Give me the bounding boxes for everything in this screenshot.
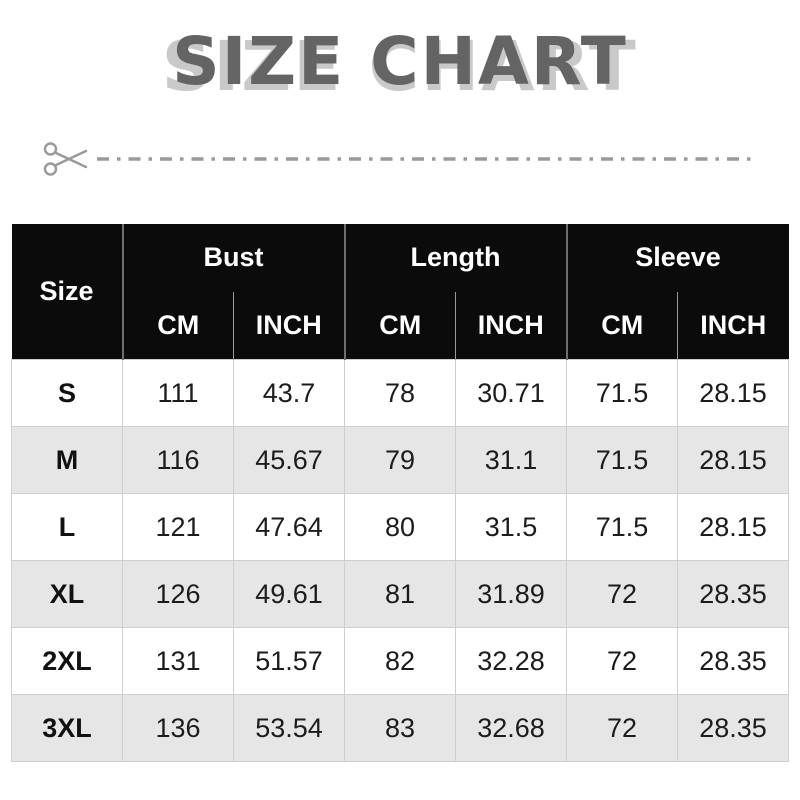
length-inch-cell: 31.5 xyxy=(455,493,567,562)
header-bust-inch: INCH xyxy=(233,291,346,360)
header-group-row: Size Bust Length Sleeve xyxy=(11,223,789,360)
page-title-text: SIZE CHART xyxy=(172,23,628,100)
bust-inch-cell: 51.57 xyxy=(233,627,345,696)
table-row-3xl: 3XL 136 53.54 83 32.68 72 28.35 xyxy=(11,694,789,763)
size-table-body: S 111 43.7 78 30.71 71.5 28.15 M 116 45.… xyxy=(11,359,789,763)
table-row-l: L 121 47.64 80 31.5 71.5 28.15 xyxy=(11,493,789,562)
header-size: Size xyxy=(11,223,124,360)
page-title: SIZE CHART SIZE CHART xyxy=(162,23,636,107)
header-group-bust: Bust xyxy=(122,223,346,292)
size-table: Size Bust Length Sleeve CM INCH CM INCH … xyxy=(11,223,789,763)
header-sleeve-cm: CM xyxy=(566,291,678,360)
length-inch-cell: 32.28 xyxy=(455,627,567,696)
table-row-xl: XL 126 49.61 81 31.89 72 28.35 xyxy=(11,560,789,629)
bust-cm-cell: 121 xyxy=(122,493,234,562)
length-inch-cell: 31.89 xyxy=(455,560,567,629)
bust-inch-cell: 47.64 xyxy=(233,493,345,562)
bust-cm-cell: 111 xyxy=(122,359,234,428)
header-group-length: Length xyxy=(344,223,568,292)
length-cm-cell: 78 xyxy=(344,359,456,428)
bust-inch-cell: 49.61 xyxy=(233,560,345,629)
sleeve-cm-cell: 71.5 xyxy=(566,359,678,428)
sleeve-cm-cell: 72 xyxy=(566,627,678,696)
length-cm-cell: 79 xyxy=(344,426,456,495)
sleeve-inch-cell: 28.15 xyxy=(677,493,789,562)
cut-line-divider xyxy=(42,140,758,178)
bust-cm-cell: 126 xyxy=(122,560,234,629)
size-table-header: Size Bust Length Sleeve CM INCH CM INCH … xyxy=(11,223,789,360)
table-row-m: M 116 45.67 79 31.1 71.5 28.15 xyxy=(11,426,789,495)
length-cm-cell: 80 xyxy=(344,493,456,562)
header-bust-cm: CM xyxy=(122,291,234,360)
length-cm-cell: 82 xyxy=(344,627,456,696)
bust-inch-cell: 53.54 xyxy=(233,694,345,763)
sleeve-inch-cell: 28.15 xyxy=(677,359,789,428)
size-cell: 3XL xyxy=(11,694,123,763)
length-inch-cell: 30.71 xyxy=(455,359,567,428)
bust-inch-cell: 45.67 xyxy=(233,426,345,495)
sleeve-inch-cell: 28.35 xyxy=(677,627,789,696)
length-inch-cell: 31.1 xyxy=(455,426,567,495)
header-length-inch: INCH xyxy=(455,291,568,360)
size-cell: L xyxy=(11,493,123,562)
size-cell: S xyxy=(11,359,123,428)
sleeve-inch-cell: 28.35 xyxy=(677,694,789,763)
header-length-cm: CM xyxy=(344,291,456,360)
sleeve-inch-cell: 28.35 xyxy=(677,560,789,629)
sleeve-cm-cell: 71.5 xyxy=(566,493,678,562)
sleeve-cm-cell: 71.5 xyxy=(566,426,678,495)
bust-inch-cell: 43.7 xyxy=(233,359,345,428)
sleeve-inch-cell: 28.15 xyxy=(677,426,789,495)
bust-cm-cell: 116 xyxy=(122,426,234,495)
bust-cm-cell: 131 xyxy=(122,627,234,696)
size-cell: M xyxy=(11,426,123,495)
page-title-shadow: SIZE CHART xyxy=(161,26,639,107)
scissors-icon xyxy=(43,142,88,176)
header-sleeve-inch: INCH xyxy=(677,291,789,360)
sleeve-cm-cell: 72 xyxy=(566,694,678,763)
bust-cm-cell: 136 xyxy=(122,694,234,763)
size-cell: 2XL xyxy=(11,627,123,696)
header-group-sleeve: Sleeve xyxy=(566,223,789,292)
dashed-cut-line xyxy=(97,157,758,161)
table-row-2xl: 2XL 131 51.57 82 32.28 72 28.35 xyxy=(11,627,789,696)
length-cm-cell: 83 xyxy=(344,694,456,763)
size-cell: XL xyxy=(11,560,123,629)
table-row-s: S 111 43.7 78 30.71 71.5 28.15 xyxy=(11,359,789,428)
sleeve-cm-cell: 72 xyxy=(566,560,678,629)
length-inch-cell: 32.68 xyxy=(455,694,567,763)
length-cm-cell: 81 xyxy=(344,560,456,629)
title-block: SIZE CHART SIZE CHART xyxy=(0,0,800,107)
header-unit-row: CM INCH CM INCH CM INCH xyxy=(12,291,789,360)
